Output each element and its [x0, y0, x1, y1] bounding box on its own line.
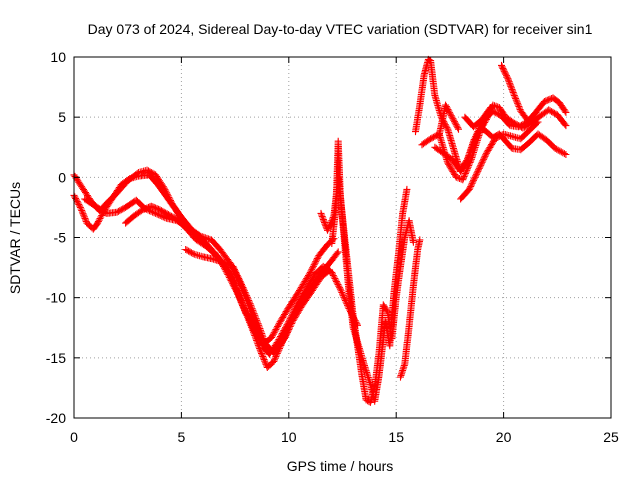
- series-track-c: [81, 196, 337, 349]
- x-tick-label: 20: [496, 429, 512, 445]
- series-track-d: [122, 203, 258, 326]
- x-tick-label: 15: [388, 429, 404, 445]
- y-tick-label: -15: [46, 350, 66, 366]
- series-markers: [122, 203, 258, 326]
- y-tick-label: -5: [54, 230, 67, 246]
- series-markers: [81, 196, 337, 349]
- y-tick-label: -20: [46, 410, 66, 426]
- axis-ticks: 0 5 10 15 20 25 -20 -15 -10 -5 0 5 10: [46, 49, 619, 445]
- x-tick-label: 25: [603, 429, 619, 445]
- x-tick-label: 10: [281, 429, 297, 445]
- x-tick-label: 5: [178, 429, 186, 445]
- x-axis-title: GPS time / hours: [287, 458, 394, 474]
- data-points: [71, 56, 570, 406]
- chart-title: Day 073 of 2024, Sidereal Day-to-day VTE…: [88, 21, 593, 37]
- y-axis-title: SDTVAR / TECUs: [7, 182, 23, 294]
- y-tick-label: 10: [50, 49, 66, 65]
- x-tick-label: 0: [70, 429, 78, 445]
- y-tick-label: 5: [58, 109, 66, 125]
- y-tick-label: 0: [58, 169, 66, 185]
- y-tick-label: -10: [46, 290, 66, 306]
